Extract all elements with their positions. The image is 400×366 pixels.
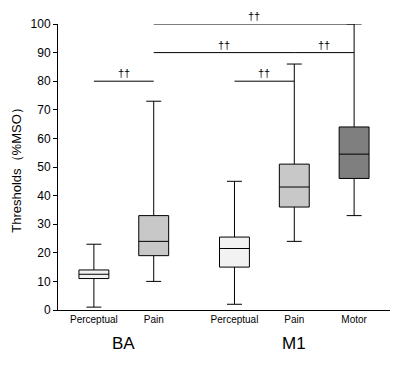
svg-text:††: †† [248, 10, 260, 22]
svg-text:20: 20 [37, 246, 51, 260]
svg-text:Pain: Pain [284, 314, 304, 325]
svg-text:60: 60 [37, 132, 51, 146]
svg-text:80: 80 [37, 74, 51, 88]
svg-text:100: 100 [31, 17, 51, 31]
svg-text:70: 70 [37, 103, 51, 117]
svg-text:††: †† [258, 67, 270, 79]
svg-text:Thresholds（%MSO）: Thresholds（%MSO） [9, 101, 24, 232]
svg-text:10: 10 [37, 275, 51, 289]
svg-text:Perceptual: Perceptual [211, 314, 259, 325]
svg-text:Pain: Pain [144, 314, 164, 325]
svg-text:0: 0 [44, 303, 51, 317]
svg-text:90: 90 [37, 46, 51, 60]
svg-text:M1: M1 [282, 334, 306, 353]
svg-text:BA: BA [112, 334, 135, 353]
svg-text:Motor: Motor [341, 314, 367, 325]
svg-text:30: 30 [37, 217, 51, 231]
svg-text:Perceptual: Perceptual [70, 314, 118, 325]
svg-text:50: 50 [37, 160, 51, 174]
svg-text:††: †† [218, 39, 230, 51]
svg-text:††: †† [318, 39, 330, 51]
svg-text:40: 40 [37, 189, 51, 203]
svg-text:††: †† [118, 67, 130, 79]
